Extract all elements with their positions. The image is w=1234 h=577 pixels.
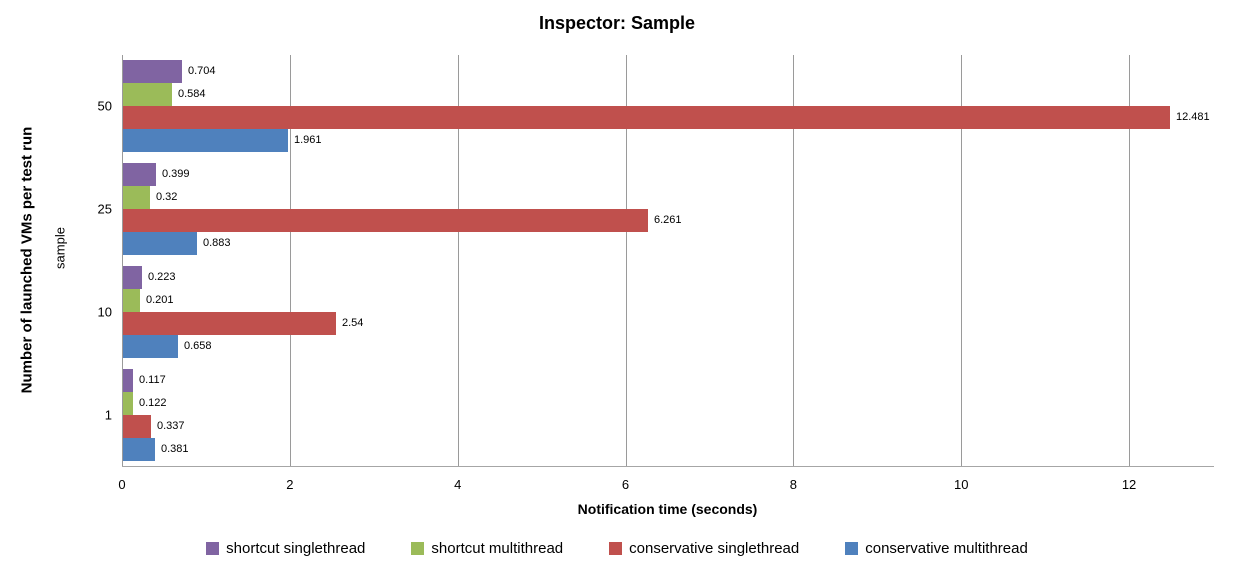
- bar-shortcut-multithread-1: [123, 391, 133, 415]
- x-tick-label: 0: [118, 477, 126, 492]
- bar-conservative-multithread-10: [123, 334, 178, 358]
- bar-shortcut-singlethread-1: [123, 368, 133, 392]
- bar-conservative-singlethread-50: [123, 106, 1170, 130]
- legend-item-shortcut-singlethread: shortcut singlethread: [206, 540, 365, 557]
- gridline-x-8: [793, 55, 794, 466]
- x-tick-label: 10: [953, 477, 969, 492]
- x-axis-title: Notification time (seconds): [577, 501, 758, 517]
- y-axis-title: Number of launched VMs per test run: [18, 126, 36, 394]
- bar-value-label: 0.337: [157, 419, 185, 432]
- gridline-x-2: [290, 55, 291, 466]
- bar-conservative-multithread-1: [123, 437, 155, 461]
- legend-label: conservative multithread: [865, 540, 1028, 557]
- gridline-x-0: [122, 55, 123, 466]
- legend-label: shortcut multithread: [431, 540, 564, 557]
- legend-item-conservative-singlethread: conservative singlethread: [609, 540, 799, 557]
- bar-conservative-multithread-25: [123, 232, 197, 256]
- plot-area: 0.704 0.584 12.481 1.961 0.399 0.32 6.261 0.883…: [122, 55, 1213, 466]
- bar-value-label: 2.54: [342, 316, 364, 329]
- x-tick-label: 6: [621, 477, 630, 492]
- bar-conservative-singlethread-1: [123, 414, 151, 438]
- bar-conservative-singlethread-25: [123, 209, 648, 233]
- bar-value-label: 0.584: [178, 88, 206, 101]
- bar-value-label: 0.201: [146, 293, 174, 306]
- chart-title: Inspector: Sample: [538, 13, 696, 33]
- bar-conservative-singlethread-10: [123, 311, 336, 335]
- bar-shortcut-multithread-25: [123, 186, 150, 210]
- bar-value-label: 0.704: [188, 65, 216, 78]
- legend-label: conservative singlethread: [629, 540, 800, 557]
- bar-value-label: 0.883: [203, 237, 231, 250]
- legend-swatch-icon: [845, 542, 859, 555]
- bar-value-label: 0.399: [162, 168, 190, 181]
- bar-value-label: 0.658: [184, 339, 212, 352]
- x-tick-label: 12: [1121, 477, 1137, 492]
- bar-conservative-multithread-50: [123, 129, 288, 153]
- x-tick-label: 2: [286, 477, 294, 492]
- legend-swatch-icon: [411, 542, 425, 555]
- legend: shortcut singlethread shortcut multithrea…: [0, 540, 1234, 557]
- y-category-label-25: 25: [97, 201, 112, 217]
- bar-value-label: 1.961: [294, 134, 322, 147]
- legend-item-shortcut-multithread: shortcut multithread: [411, 540, 563, 557]
- bar-shortcut-singlethread-25: [123, 163, 156, 187]
- legend-item-conservative-multithread: conservative multithread: [845, 540, 1028, 557]
- gridline-x-6: [626, 55, 627, 466]
- y-category-label-1: 1: [104, 407, 112, 423]
- y-category-label-10: 10: [97, 304, 112, 320]
- legend-swatch-icon: [206, 542, 220, 555]
- bar-value-label: 0.223: [148, 270, 176, 283]
- bar-value-label: 6.261: [654, 214, 682, 227]
- x-axis-line: [122, 466, 1214, 467]
- gridline-x-12: [1129, 55, 1130, 466]
- y-category-label-50: 50: [97, 98, 112, 114]
- x-tick-label: 4: [454, 477, 462, 492]
- bar-shortcut-singlethread-10: [123, 265, 142, 289]
- gridline-x-10: [961, 55, 962, 466]
- x-tick-label: 8: [789, 477, 797, 492]
- y-axis-subtitle: sample: [52, 227, 68, 269]
- bar-value-label: 0.381: [161, 442, 189, 455]
- gridline-x-4: [458, 55, 459, 466]
- legend-swatch-icon: [609, 542, 623, 555]
- bar-value-label: 12.481: [1176, 111, 1210, 124]
- bar-shortcut-multithread-10: [123, 288, 140, 312]
- bar-value-label: 0.32: [156, 191, 178, 204]
- bar-shortcut-singlethread-50: [123, 60, 182, 84]
- bar-value-label: 0.117: [139, 373, 166, 386]
- bar-value-label: 0.122: [139, 396, 167, 409]
- bar-shortcut-multithread-50: [123, 83, 172, 107]
- legend-label: shortcut singlethread: [226, 540, 366, 557]
